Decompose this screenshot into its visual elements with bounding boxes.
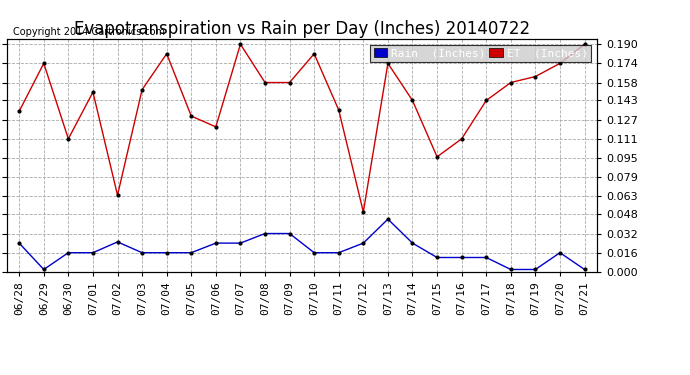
Legend: Rain  (Inches), ET  (Inches): Rain (Inches), ET (Inches) xyxy=(371,45,591,62)
Title: Evapotranspiration vs Rain per Day (Inches) 20140722: Evapotranspiration vs Rain per Day (Inch… xyxy=(74,20,530,38)
Text: Copyright 2014 Cartronics.com: Copyright 2014 Cartronics.com xyxy=(13,27,165,37)
